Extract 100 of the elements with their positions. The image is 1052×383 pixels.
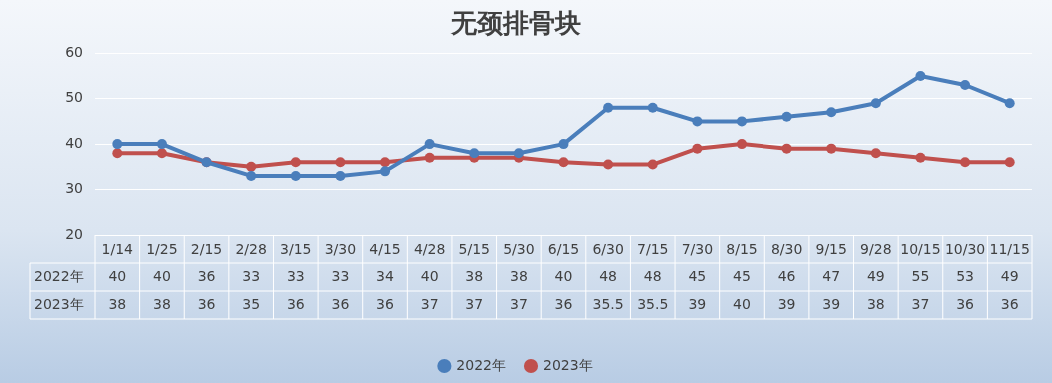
x-tick-label: 7/30 [681,241,714,258]
x-tick-label: 1/14 [101,241,134,258]
point [692,116,703,127]
point [692,143,703,154]
data-label: 45 [733,267,751,284]
data-label: 38 [866,295,885,312]
point [826,107,837,118]
x-tick-label: 10/30 [944,241,986,258]
x-tick-label: 8/30 [770,241,803,258]
data-label: 36 [554,295,573,312]
data-label: 36 [286,295,305,312]
data-label: 39 [688,295,707,312]
data-label: 37 [420,295,439,312]
point [290,157,301,168]
data-label: 35.5 [592,295,624,312]
data-label: 38 [509,267,528,284]
point [290,170,301,181]
point [915,70,926,81]
data-label: 36 [1000,295,1019,312]
x-tick-label: 9/15 [815,241,847,258]
point [112,139,123,150]
x-tick-label: 4/15 [369,241,401,258]
point [736,116,747,127]
data-label: 33 [242,267,261,284]
point [960,80,971,91]
data-label: 37 [911,295,930,312]
point [781,111,792,122]
text: 2022年 [34,267,84,284]
data-label: 39 [822,295,841,312]
y-tick-label: 20 [65,225,83,242]
point [558,139,569,150]
chart-title: 无颈排骨块 [450,8,581,39]
x-tick-label: 11/15 [989,241,1030,258]
data-label: 45 [688,267,707,284]
legend-label: 2023年 [543,356,593,373]
data-label: 34 [376,267,395,284]
point [424,152,435,163]
data-label: 38 [465,267,484,284]
data-label: 40 [153,267,171,284]
data-label: 38 [108,295,127,312]
point [603,159,614,170]
data-label: 38 [153,295,171,312]
x-tick-label: 8/15 [726,241,758,258]
x-tick-label: 4/28 [413,241,446,258]
data-label: 36 [197,267,216,284]
point [469,148,480,159]
data-label: 33 [331,267,350,284]
x-tick-label: 7/15 [637,241,669,258]
x-tick-label: 1/25 [146,241,178,258]
x-tick-label: 6/30 [592,241,624,258]
point [380,157,391,168]
data-label: 40 [733,295,751,312]
y-tick-label: 30 [65,180,83,197]
point [826,143,837,154]
point [335,170,346,181]
point [246,170,257,181]
data-label: 55 [911,267,930,284]
point [156,148,167,159]
data-label: 36 [376,295,395,312]
y-tick-label: 50 [65,89,83,106]
point [736,139,747,150]
point [647,159,658,170]
point [424,139,435,150]
point [112,148,123,159]
data-label: 40 [108,267,127,284]
data-label: 48 [643,267,662,284]
point [781,143,792,154]
x-tick-label: 6/15 [547,241,580,258]
x-tick-label: 3/30 [324,241,357,258]
data-label: 49 [866,267,885,284]
data-label: 37 [509,295,528,312]
point [1004,157,1015,168]
point [156,139,167,150]
x-tick-label: 3/15 [280,241,312,258]
data-label: 35.5 [637,295,669,312]
x-tick-label: 9/28 [860,241,892,258]
x-tick-label: 5/30 [503,241,535,258]
data-label: 36 [197,295,216,312]
y-tick-label: 40 [65,134,83,151]
data-label: 39 [777,295,796,312]
point [603,102,614,113]
point [513,148,524,159]
data-label: 46 [777,267,796,284]
data-label: 36 [956,295,975,312]
point [870,148,881,159]
point [380,166,391,177]
data-label: 47 [822,267,841,284]
text: 2023年 [34,295,84,312]
data-label: 35 [242,295,261,312]
data-label: 40 [420,267,439,284]
x-tick-label: 10/15 [900,241,941,258]
x-tick-label: 2/15 [190,241,223,258]
data-label: 36 [331,295,350,312]
point [870,98,881,109]
point [558,157,569,168]
point [960,157,971,168]
data-label: 53 [956,267,974,284]
data-label: 37 [465,295,484,312]
data-label: 33 [286,267,305,284]
point [915,152,926,163]
